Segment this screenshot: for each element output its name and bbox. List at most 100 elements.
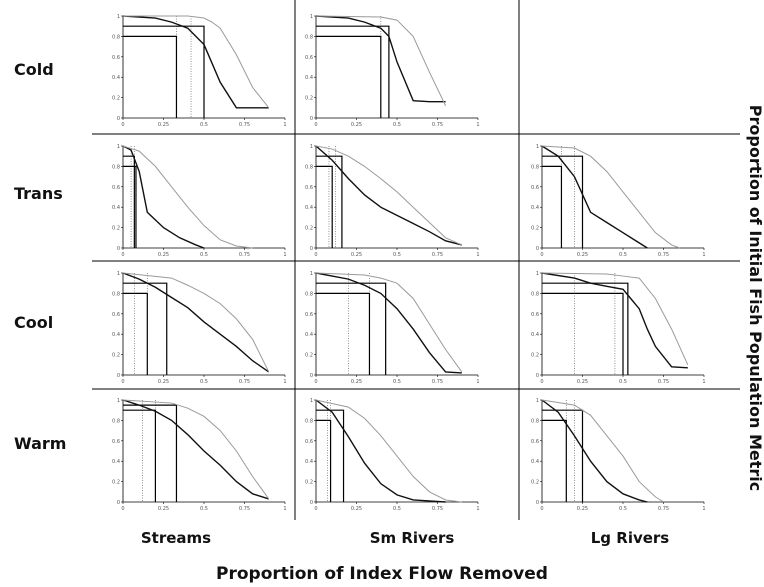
x-tick-label: 0.5 (200, 379, 208, 385)
y-tick-label: 0.2 (112, 96, 120, 102)
series-median-cool-sm-rivers (315, 272, 462, 374)
x-tick-label: 1 (476, 379, 479, 385)
series-median-cold-streams (122, 15, 269, 109)
series-upper-warm-sm-rivers (315, 399, 462, 503)
x-tick-label: 0.25 (577, 252, 588, 258)
y-tick-label: 0 (536, 246, 539, 252)
y-tick-label: 0.2 (112, 353, 120, 359)
threshold-line-warm-lg-rivers-0 (542, 409, 584, 502)
threshold-line-cool-sm-rivers-0 (316, 282, 387, 375)
row-label-cool: Cool (14, 313, 53, 332)
series-upper-trans-streams (122, 145, 253, 249)
y-tick-label: 0.6 (112, 439, 120, 445)
threshold-line-cold-sm-rivers-1 (316, 35, 382, 118)
series-upper-trans-lg-rivers (541, 145, 680, 249)
y-tick-label: 0.8 (112, 291, 120, 297)
y-tick-label: 1 (310, 398, 313, 404)
x-tick-label: 1 (702, 506, 705, 512)
threshold-line-trans-sm-rivers-0 (316, 155, 343, 248)
x-tick-label: 0 (540, 379, 543, 385)
x-tick-label: 0 (314, 379, 317, 385)
panel-cool-streams: 0 0.25 0.5 0.75 1 0 0.2 0.4 0.6 0.8 1 (112, 271, 287, 385)
x-tick-label: 0.75 (658, 506, 669, 512)
series-upper-cool-sm-rivers (315, 272, 463, 373)
x-tick-label: 0 (314, 252, 317, 258)
y-tick-label: 0.6 (112, 185, 120, 191)
y-tick-label: 0.4 (112, 205, 120, 211)
x-tick-label: 0.5 (619, 379, 627, 385)
x-tick-label: 0.75 (239, 252, 250, 258)
column-label-lg-rivers: Lg Rivers (591, 529, 670, 547)
y-tick-label: 0 (310, 500, 313, 506)
x-tick-label: 0.5 (200, 506, 208, 512)
threshold-line-cold-sm-rivers-0 (316, 25, 390, 118)
y-tick-label: 0.8 (531, 418, 539, 424)
y-tick-label: 0.6 (531, 185, 539, 191)
threshold-line-cool-sm-rivers-1 (316, 292, 371, 375)
y-tick-label: 0.6 (305, 55, 313, 61)
series-median-trans-lg-rivers (541, 145, 648, 249)
x-tick-label: 0.25 (158, 379, 169, 385)
x-tick-label: 0 (314, 506, 317, 512)
y-tick-label: 1 (117, 14, 120, 20)
y-tick-label: 0.8 (112, 34, 120, 40)
x-tick-label: 1 (702, 379, 705, 385)
y-tick-label: 0.2 (305, 226, 313, 232)
x-tick-label: 0.75 (432, 252, 443, 258)
x-tick-label: 0 (121, 379, 124, 385)
threshold-line-trans-lg-rivers-1 (542, 165, 563, 248)
threshold-line-trans-sm-rivers-1 (316, 165, 333, 248)
x-tick-label: 0.75 (432, 122, 443, 128)
x-tick-label: 0.5 (619, 506, 627, 512)
y-tick-label: 0 (310, 373, 313, 379)
y-tick-label: 0.6 (305, 312, 313, 318)
y-tick-label: 0 (117, 373, 120, 379)
y-tick-label: 0.6 (112, 312, 120, 318)
x-tick-label: 0.25 (158, 252, 169, 258)
y-tick-label: 1 (310, 14, 313, 20)
y-tick-label: 0.4 (531, 332, 539, 338)
y-tick-label: 0.2 (112, 226, 120, 232)
threshold-line-warm-lg-rivers-1 (542, 419, 567, 502)
series-upper-trans-sm-rivers (315, 145, 463, 246)
x-tick-label: 0.5 (393, 122, 401, 128)
x-tick-label: 0.25 (351, 252, 362, 258)
x-tick-label: 0 (121, 506, 124, 512)
x-tick-label: 0 (121, 252, 124, 258)
series-upper-warm-streams (122, 399, 270, 500)
y-tick-label: 1 (536, 271, 539, 277)
x-tick-label: 0.75 (658, 252, 669, 258)
x-tick-label: 0.75 (432, 506, 443, 512)
x-tick-label: 0 (314, 122, 317, 128)
x-tick-label: 0.25 (351, 379, 362, 385)
threshold-line-cool-lg-rivers-1 (542, 292, 624, 375)
x-tick-label: 0.5 (200, 252, 208, 258)
y-tick-label: 0.6 (305, 185, 313, 191)
grid-lines (92, 0, 740, 520)
panel-cool-sm-rivers: 0 0.25 0.5 0.75 1 0 0.2 0.4 0.6 0.8 1 (305, 271, 480, 385)
y-tick-label: 0 (117, 116, 120, 122)
y-tick-label: 0 (310, 246, 313, 252)
y-tick-label: 0.6 (531, 439, 539, 445)
y-tick-label: 0 (310, 116, 313, 122)
y-tick-label: 1 (117, 271, 120, 277)
y-tick-label: 0.2 (531, 353, 539, 359)
panel-warm-sm-rivers: 0 0.25 0.5 0.75 1 0 0.2 0.4 0.6 0.8 1 (305, 398, 480, 512)
row-label-cold: Cold (14, 60, 54, 79)
x-tick-label: 0.5 (393, 379, 401, 385)
threshold-line-warm-sm-rivers-0 (316, 409, 345, 502)
series-median-trans-sm-rivers (315, 145, 462, 246)
y-tick-label: 0.8 (305, 34, 313, 40)
y-tick-label: 0.6 (112, 55, 120, 61)
series-median-cool-streams (122, 272, 270, 373)
y-tick-label: 0.6 (531, 312, 539, 318)
y-tick-label: 0.8 (531, 291, 539, 297)
y-tick-label: 0 (536, 373, 539, 379)
y-tick-label: 0.6 (305, 439, 313, 445)
y-tick-label: 0.8 (305, 164, 313, 170)
series-upper-cool-streams (122, 272, 270, 373)
y-tick-label: 0.2 (305, 353, 313, 359)
y-tick-label: 0.4 (112, 332, 120, 338)
y-tick-label: 0.4 (531, 459, 539, 465)
x-tick-label: 1 (283, 252, 286, 258)
